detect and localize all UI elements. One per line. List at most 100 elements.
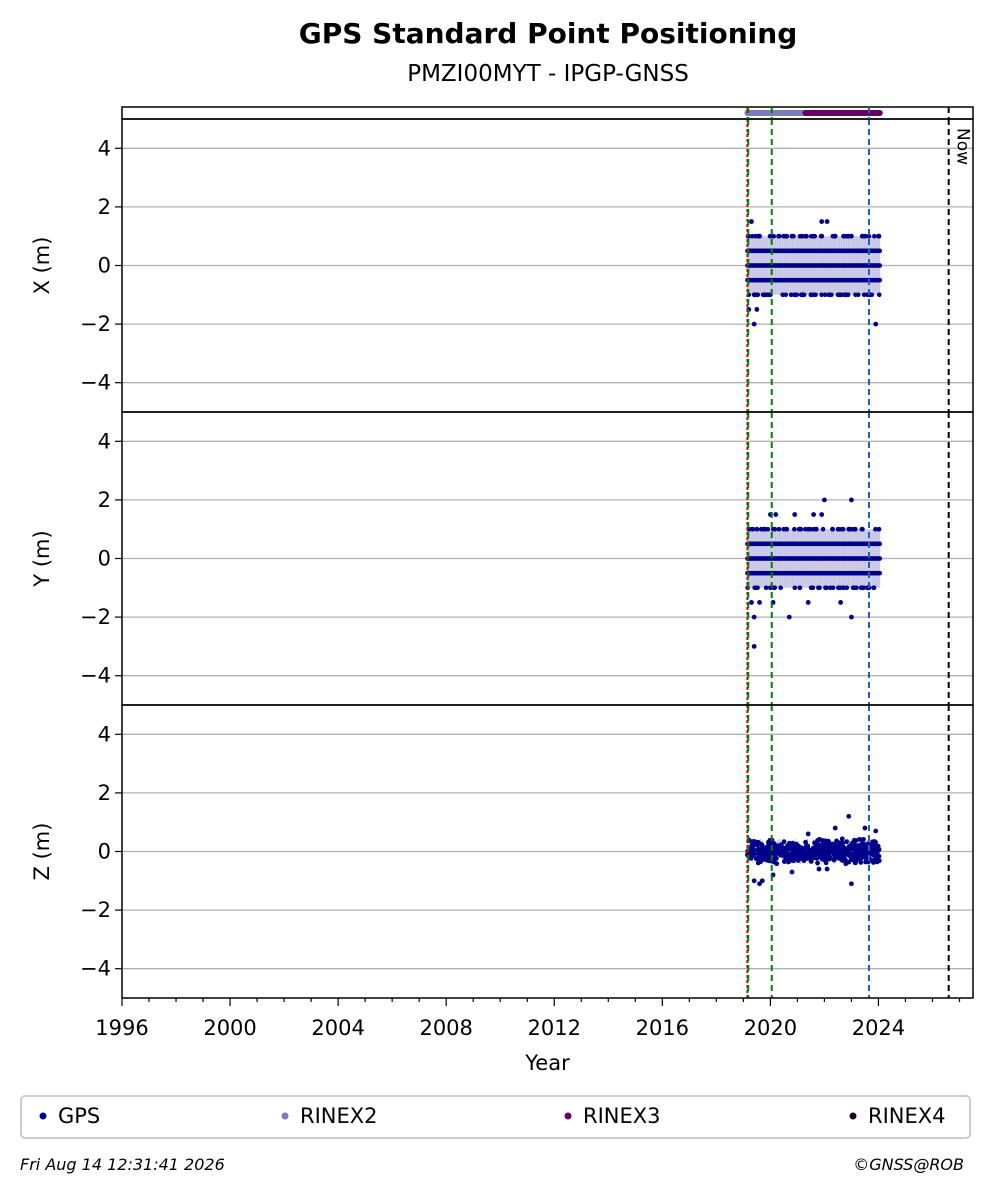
gps-point bbox=[818, 847, 824, 852]
gps-point bbox=[753, 856, 759, 862]
gps-point bbox=[851, 846, 857, 852]
gps-point bbox=[840, 526, 846, 532]
gps-point bbox=[777, 233, 782, 239]
gps-point bbox=[822, 292, 828, 298]
gps-point bbox=[843, 857, 848, 863]
legend-marker bbox=[564, 1112, 572, 1120]
gps-point bbox=[873, 321, 879, 327]
gps-point bbox=[877, 248, 883, 254]
y-tick-label: 4 bbox=[98, 429, 111, 453]
gps-point bbox=[751, 292, 757, 298]
gps-point bbox=[859, 841, 865, 846]
gps-point bbox=[854, 854, 860, 860]
gps-point bbox=[750, 233, 755, 239]
gps-point bbox=[812, 840, 817, 846]
gps-point bbox=[861, 836, 866, 842]
gps-point bbox=[748, 855, 754, 861]
gps-point bbox=[780, 292, 785, 298]
x-tick-label: 2008 bbox=[419, 1016, 472, 1040]
gps-point bbox=[811, 848, 816, 854]
gps-point bbox=[800, 292, 806, 298]
gps-point bbox=[860, 848, 866, 854]
gps-point bbox=[841, 233, 846, 239]
gps-point bbox=[844, 839, 850, 845]
gps-point bbox=[751, 321, 757, 327]
gps-point bbox=[873, 828, 879, 834]
title-group: GPS Standard Point Positioning PMZI00MYT… bbox=[299, 17, 798, 87]
gps-point bbox=[810, 585, 816, 591]
y-tick-label: 4 bbox=[98, 136, 111, 160]
gps-point bbox=[838, 851, 843, 856]
gps-point bbox=[873, 541, 879, 547]
gps-point bbox=[803, 839, 808, 845]
gps-point bbox=[764, 851, 770, 857]
gps-point bbox=[808, 292, 814, 298]
gps-point bbox=[877, 570, 883, 576]
legend-label: RINEX2 bbox=[300, 1104, 378, 1128]
gps-point bbox=[847, 845, 852, 851]
gps-point bbox=[822, 497, 827, 503]
gps-point bbox=[789, 233, 795, 239]
gps-point bbox=[824, 219, 830, 224]
gps-point bbox=[754, 307, 760, 312]
gps-point bbox=[805, 600, 811, 605]
gps-point bbox=[827, 854, 833, 860]
gps-point bbox=[778, 585, 783, 591]
gps-point bbox=[773, 512, 779, 517]
footer: Fri Aug 14 12:31:41 2026 ©GNSS@ROB bbox=[20, 1155, 964, 1174]
legend-marker bbox=[281, 1112, 289, 1120]
gps-point bbox=[839, 836, 845, 842]
gps-point bbox=[851, 837, 857, 843]
gps-point bbox=[851, 854, 857, 860]
gps-point bbox=[771, 845, 777, 851]
gps-point bbox=[859, 233, 865, 239]
gps-point bbox=[826, 848, 832, 853]
gps-point bbox=[831, 857, 837, 863]
gps-point bbox=[873, 526, 878, 532]
gps-point bbox=[757, 233, 762, 239]
gps-point bbox=[873, 852, 879, 858]
y-tick-label: −4 bbox=[80, 371, 111, 395]
gps-point bbox=[774, 848, 779, 854]
gps-point bbox=[876, 233, 881, 239]
gps-point bbox=[802, 850, 807, 856]
gps-point bbox=[751, 614, 757, 620]
gps-point bbox=[823, 843, 828, 849]
x-tick-label: 1996 bbox=[95, 1016, 148, 1040]
gps-point bbox=[766, 839, 771, 845]
gps-point bbox=[803, 526, 808, 532]
gps-point bbox=[857, 836, 862, 842]
gps-point bbox=[784, 846, 790, 852]
gps-point bbox=[846, 526, 852, 532]
gps-point bbox=[859, 526, 865, 532]
y-tick-label: −4 bbox=[80, 957, 111, 981]
chart-title: GPS Standard Point Positioning bbox=[299, 17, 798, 50]
gps-point bbox=[805, 844, 811, 850]
gps-point bbox=[792, 292, 798, 298]
gps-point bbox=[819, 233, 825, 239]
legend-marker bbox=[849, 1112, 857, 1120]
x-tick-label: 2000 bbox=[203, 1016, 256, 1040]
gps-point bbox=[772, 526, 778, 532]
x-tick-label: 2004 bbox=[311, 1016, 364, 1040]
gps-point bbox=[853, 526, 858, 532]
gps-point bbox=[797, 526, 803, 532]
gps-point bbox=[836, 292, 841, 298]
gps-point bbox=[805, 831, 811, 837]
gps-point bbox=[754, 526, 760, 532]
gps-point bbox=[824, 866, 830, 872]
gps-point bbox=[869, 851, 875, 857]
gps-point bbox=[876, 292, 882, 298]
gps-point bbox=[815, 860, 820, 866]
gps-point bbox=[789, 869, 795, 875]
gps-point bbox=[877, 263, 883, 268]
gps-point bbox=[813, 526, 819, 532]
gps-point bbox=[803, 233, 808, 239]
gps-point bbox=[855, 292, 861, 298]
y-tick-label: 0 bbox=[98, 840, 111, 864]
gps-point bbox=[778, 843, 784, 849]
y-tick-label: 2 bbox=[98, 488, 111, 512]
gps-point bbox=[762, 526, 768, 532]
legend: GPS RINEX2 RINEX3 RINEX4 bbox=[20, 1095, 971, 1139]
gps-point bbox=[876, 526, 882, 532]
